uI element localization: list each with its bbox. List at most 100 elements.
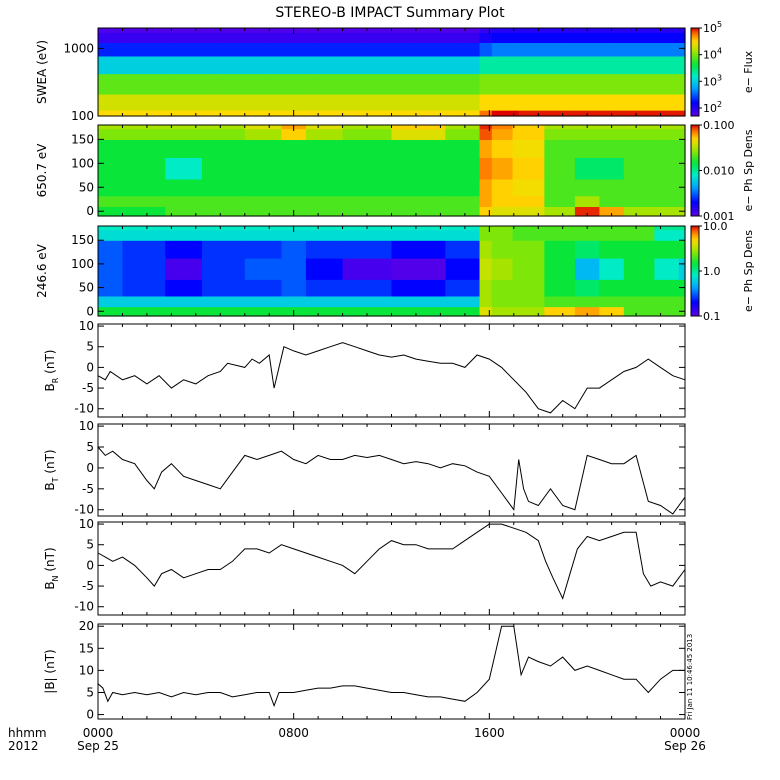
heatmap-cell <box>491 139 514 158</box>
heatmap-cell <box>318 42 368 57</box>
heatmap-cell <box>457 73 481 95</box>
heatmap-cell <box>654 240 680 259</box>
y-tick-label: 50 <box>79 180 94 194</box>
heatmap-cell <box>415 42 459 57</box>
panel-2: 0.001 0.010 0.100 e− Ph Sp Dens 0 50 100 150 650… <box>35 119 755 223</box>
heatmap-cell <box>165 240 203 259</box>
heatmap-cell <box>544 295 576 308</box>
heatmap-cell <box>479 55 493 75</box>
heatmap-cell <box>342 240 393 259</box>
heatmap-cell <box>201 206 246 217</box>
heatmap-cell <box>269 73 319 95</box>
heatmap-cell <box>574 178 600 197</box>
heatmap-cell <box>599 157 625 180</box>
heatmap-cell <box>305 229 344 241</box>
heatmap-cell <box>599 229 625 241</box>
heatmap-cell <box>544 178 576 197</box>
heatmap-cell <box>544 229 576 241</box>
heatmap-cell <box>445 178 481 197</box>
heatmap-cell <box>518 55 564 75</box>
heatmap-cell <box>479 226 493 231</box>
heatmap-cell <box>342 229 393 241</box>
heatmap-cell <box>491 279 514 297</box>
heatmap-cell <box>479 295 493 308</box>
heatmap-cell <box>457 32 481 44</box>
heatmap-cell <box>98 28 124 33</box>
heatmap-cell <box>518 28 564 33</box>
colorbar-tick-base: 10 <box>703 49 717 62</box>
heatmap-cell <box>165 178 203 197</box>
heatmap-cell <box>660 206 686 217</box>
heatmap-cell <box>678 226 686 231</box>
heatmap-cell <box>165 306 203 317</box>
heatmap-cell <box>660 195 686 208</box>
heatmap-cell <box>678 257 686 280</box>
x-tick-label: 1600 <box>474 726 505 740</box>
heatmap-cell <box>391 306 446 317</box>
heatmap-cell <box>611 93 662 111</box>
heatmap-cell <box>98 32 124 44</box>
heatmap-cell <box>479 42 493 57</box>
heatmap-cell <box>491 195 514 208</box>
y-axis-label: SWEA (eV) <box>35 40 49 104</box>
heatmap-cell <box>574 295 600 308</box>
heatmap-cell <box>599 279 625 297</box>
y-tick-label: 150 <box>71 132 94 146</box>
heatmap-cell <box>391 139 446 158</box>
heatmap-cell <box>98 128 124 140</box>
heatmap-cell <box>318 32 368 44</box>
heatmap-cell <box>244 195 283 208</box>
heatmap-cell <box>171 55 221 75</box>
colorbar-tick-label: 10.0 <box>703 220 728 233</box>
colorbar-tick-label: 0.010 <box>703 165 735 178</box>
data-line <box>97 625 685 708</box>
heatmap-cell <box>623 128 662 140</box>
heatmap-cell <box>305 295 344 308</box>
heatmap-cell <box>269 55 319 75</box>
heatmap-cell <box>574 279 600 297</box>
heatmap-cell <box>391 128 446 140</box>
heatmap-cell <box>654 279 680 297</box>
heatmap-cell <box>654 306 680 317</box>
colorbar-tick-label: 0.100 <box>703 119 735 132</box>
heatmap-cell <box>318 55 368 75</box>
colorbar-tick-base: 10 <box>703 102 717 115</box>
heatmap-cell <box>201 157 246 180</box>
heatmap-cell <box>201 226 246 231</box>
heatmap-cell <box>611 73 662 95</box>
heatmap-cell <box>98 93 124 111</box>
heatmap-cell <box>98 42 124 57</box>
heatmap-cell <box>244 306 283 317</box>
heatmap-cell <box>122 93 172 111</box>
heatmap-cell <box>623 157 662 180</box>
heatmap-cell <box>342 195 393 208</box>
heatmap-cell <box>391 157 446 180</box>
colorbar-tick-label: 105 <box>703 20 722 35</box>
heatmap-cell <box>244 139 283 158</box>
heatmap-cell <box>512 139 545 158</box>
heatmap-cell <box>98 257 124 280</box>
heatmap-cell <box>244 125 283 130</box>
y-tick-label: 5 <box>86 685 94 699</box>
heatmap-cell <box>512 279 545 297</box>
heatmap-cell <box>660 73 686 95</box>
heatmap-cell <box>599 257 625 280</box>
heatmap-cell <box>574 240 600 259</box>
y-tick-label: 5 <box>86 340 94 354</box>
heatmap-cell <box>623 226 656 231</box>
heatmap-cell <box>165 206 203 217</box>
y-tick-label: 5 <box>86 440 94 454</box>
heatmap-cell <box>660 178 686 197</box>
heatmap-cell <box>512 178 545 197</box>
heatmap-cell <box>305 206 344 217</box>
heatmap-cell <box>165 128 203 140</box>
heatmap-cell <box>512 226 545 231</box>
heatmap-cell <box>544 139 576 158</box>
heatmap-cell <box>445 295 481 308</box>
heatmap-cell <box>201 295 246 308</box>
heatmap-cell <box>479 157 493 180</box>
timestamp-label: Fri Jan 11 10:46:45 2013 <box>686 634 694 720</box>
heatmap-cell <box>611 32 662 44</box>
y-tick-label: 150 <box>71 233 94 247</box>
heatmap-cell <box>574 128 600 140</box>
